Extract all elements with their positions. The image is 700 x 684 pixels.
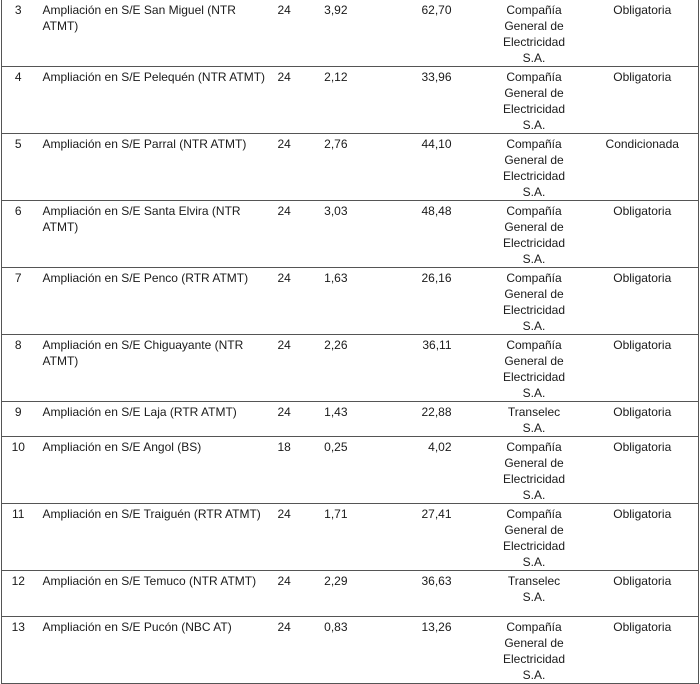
value-1-cell: 0,25: [324, 440, 348, 454]
value-2-cell: 4,02: [428, 440, 452, 454]
value-2-cell: 36,63: [421, 574, 452, 588]
value-2-cell: 22,88: [421, 405, 452, 419]
company-cell: Compañía General de Electricidad S.A.: [502, 440, 566, 502]
table-row: 13 Ampliación en S/E Pucón (NBC AT) 24 0,83…: [1, 617, 699, 684]
project-description-cell: Ampliación en S/E Pucón (NBC AT): [42, 620, 232, 634]
row-number-cell: 11: [12, 507, 25, 521]
company-cell: Transelec S.A.: [507, 574, 561, 604]
project-description-cell: Ampliación en S/E San Miguel (NTR ATMT): [42, 3, 236, 33]
months-cell: 24: [277, 204, 291, 218]
company-cell: Compañía General de Electricidad S.A.: [502, 338, 566, 400]
row-number-cell: 4: [14, 70, 22, 84]
table-row: 4 Ampliación en S/E Pelequén (NTR ATMT) 24…: [1, 67, 699, 134]
company-cell: Compañía General de Electricidad S.A.: [502, 204, 566, 266]
value-1-cell: 1,71: [324, 507, 348, 521]
row-number-cell: 12: [11, 574, 25, 588]
value-2-cell: 33,96: [421, 70, 452, 84]
status-cell: Obligatoria: [613, 440, 672, 454]
status-cell: Obligatoria: [613, 3, 672, 17]
value-2-cell: 13,26: [421, 620, 452, 634]
table-row: 3 Ampliación en S/E San Miguel (NTR ATMT)…: [1, 0, 699, 67]
project-description-cell: Ampliación en S/E Chiguayante (NTR ATMT): [42, 338, 244, 368]
company-cell: Transelec S.A.: [507, 405, 561, 435]
company-cell: Compañía General de Electricidad S.A.: [502, 271, 566, 333]
status-cell: Obligatoria: [613, 204, 672, 218]
value-1-cell: 2,26: [324, 338, 348, 352]
value-2-cell: 26,16: [421, 271, 452, 285]
months-cell: 24: [277, 620, 291, 634]
project-description-cell: Ampliación en S/E Parral (NTR ATMT): [42, 137, 247, 151]
months-cell: 18: [277, 440, 291, 454]
status-cell: Obligatoria: [613, 507, 672, 521]
project-description-cell: Ampliación en S/E Pelequén (NTR ATMT): [42, 70, 266, 84]
value-1-cell: 1,63: [324, 271, 348, 285]
row-number-cell: 10: [11, 440, 25, 454]
project-description-cell: Ampliación en S/E Penco (RTR ATMT): [42, 271, 249, 285]
months-cell: 24: [277, 137, 291, 151]
value-2-cell: 44,10: [421, 137, 452, 151]
value-1-cell: 1,43: [324, 405, 348, 419]
company-cell: Compañía General de Electricidad S.A.: [502, 70, 566, 132]
table-row: 5 Ampliación en S/E Parral (NTR ATMT) 24 2,…: [1, 134, 699, 201]
row-number-cell: 8: [14, 338, 22, 352]
project-description-cell: Ampliación en S/E Laja (RTR ATMT): [42, 405, 237, 419]
value-1-cell: 2,29: [324, 574, 348, 588]
status-cell: Obligatoria: [613, 70, 672, 84]
value-2-cell: 48,48: [421, 204, 452, 218]
row-number-cell: 6: [14, 204, 22, 218]
company-cell: Compañía General de Electricidad S.A.: [502, 620, 566, 682]
company-cell: Compañía General de Electricidad S.A.: [502, 3, 566, 65]
row-number-cell: 13: [11, 620, 25, 634]
table-row: 12 Ampliación en S/E Temuco (NTR ATMT) 24 2…: [1, 571, 699, 617]
row-number-cell: 9: [14, 405, 22, 419]
company-cell: Compañía General de Electricidad S.A.: [502, 507, 566, 569]
status-cell: Obligatoria: [613, 405, 672, 419]
table-row: 11 Ampliación en S/E Traiguén (RTR ATMT) 2…: [1, 504, 699, 571]
status-cell: Obligatoria: [613, 574, 672, 588]
months-cell: 24: [277, 574, 291, 588]
status-cell: Obligatoria: [613, 338, 672, 352]
project-description-cell: Ampliación en S/E Temuco (NTR ATMT): [42, 574, 257, 588]
table-row: 9 Ampliación en S/E Laja (RTR ATMT) 24 1,43…: [1, 402, 699, 437]
table-row: 7 Ampliación en S/E Penco (RTR ATMT) 24 1,6…: [1, 268, 699, 335]
months-cell: 24: [277, 70, 291, 84]
status-cell: Obligatoria: [613, 271, 672, 285]
table-row: 6 Ampliación en S/E Santa Elvira (NTR ATM…: [1, 201, 699, 268]
months-cell: 24: [277, 405, 291, 419]
row-number-cell: 5: [14, 137, 22, 151]
months-cell: 24: [277, 3, 291, 17]
value-2-cell: 62,70: [421, 3, 452, 17]
months-cell: 24: [277, 507, 291, 521]
table-row: 8 Ampliación en S/E Chiguayante (NTR ATMT…: [1, 335, 699, 402]
status-cell: Condicionada: [605, 137, 679, 151]
project-description-cell: Ampliación en S/E Santa Elvira (NTR ATMT…: [42, 204, 241, 234]
value-2-cell: 36,11: [422, 338, 452, 352]
months-cell: 24: [277, 338, 291, 352]
status-cell: Obligatoria: [613, 620, 672, 634]
company-cell: Compañía General de Electricidad S.A.: [502, 137, 566, 199]
row-number-cell: 3: [14, 3, 22, 17]
project-description-cell: Ampliación en S/E Angol (BS): [42, 440, 202, 454]
row-number-cell: 7: [14, 271, 22, 285]
value-2-cell: 27,41: [421, 507, 452, 521]
months-cell: 24: [277, 271, 291, 285]
value-1-cell: 3,92: [324, 3, 348, 17]
table-row: 10 Ampliación en S/E Angol (BS) 18 0,25 4,02…: [1, 437, 699, 504]
project-description-cell: Ampliación en S/E Traiguén (RTR ATMT): [42, 507, 261, 521]
value-1-cell: 2,12: [324, 70, 348, 84]
value-1-cell: 3,03: [324, 204, 348, 218]
value-1-cell: 0,83: [324, 620, 348, 634]
value-1-cell: 2,76: [324, 137, 348, 151]
